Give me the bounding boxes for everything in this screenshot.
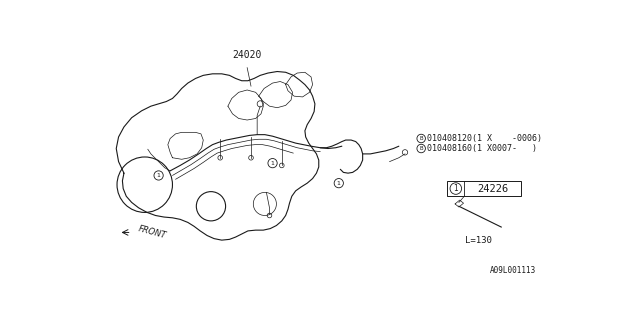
Text: 1: 1 bbox=[337, 181, 340, 186]
Text: L=130: L=130 bbox=[465, 236, 492, 244]
Text: 010408120(1 X    -0006): 010408120(1 X -0006) bbox=[427, 134, 541, 143]
Text: 24226: 24226 bbox=[477, 184, 508, 194]
Text: 24020: 24020 bbox=[232, 50, 262, 60]
Text: 010408160(1 X0007-   ): 010408160(1 X0007- ) bbox=[427, 144, 536, 153]
Bar bbox=[447, 181, 520, 196]
Text: 1: 1 bbox=[454, 184, 458, 193]
Text: 1: 1 bbox=[271, 161, 275, 166]
Text: 1: 1 bbox=[157, 173, 161, 178]
Text: FRONT: FRONT bbox=[137, 224, 167, 241]
Text: B: B bbox=[419, 136, 423, 141]
Text: B: B bbox=[419, 146, 423, 151]
Text: A09L001113: A09L001113 bbox=[490, 266, 536, 275]
